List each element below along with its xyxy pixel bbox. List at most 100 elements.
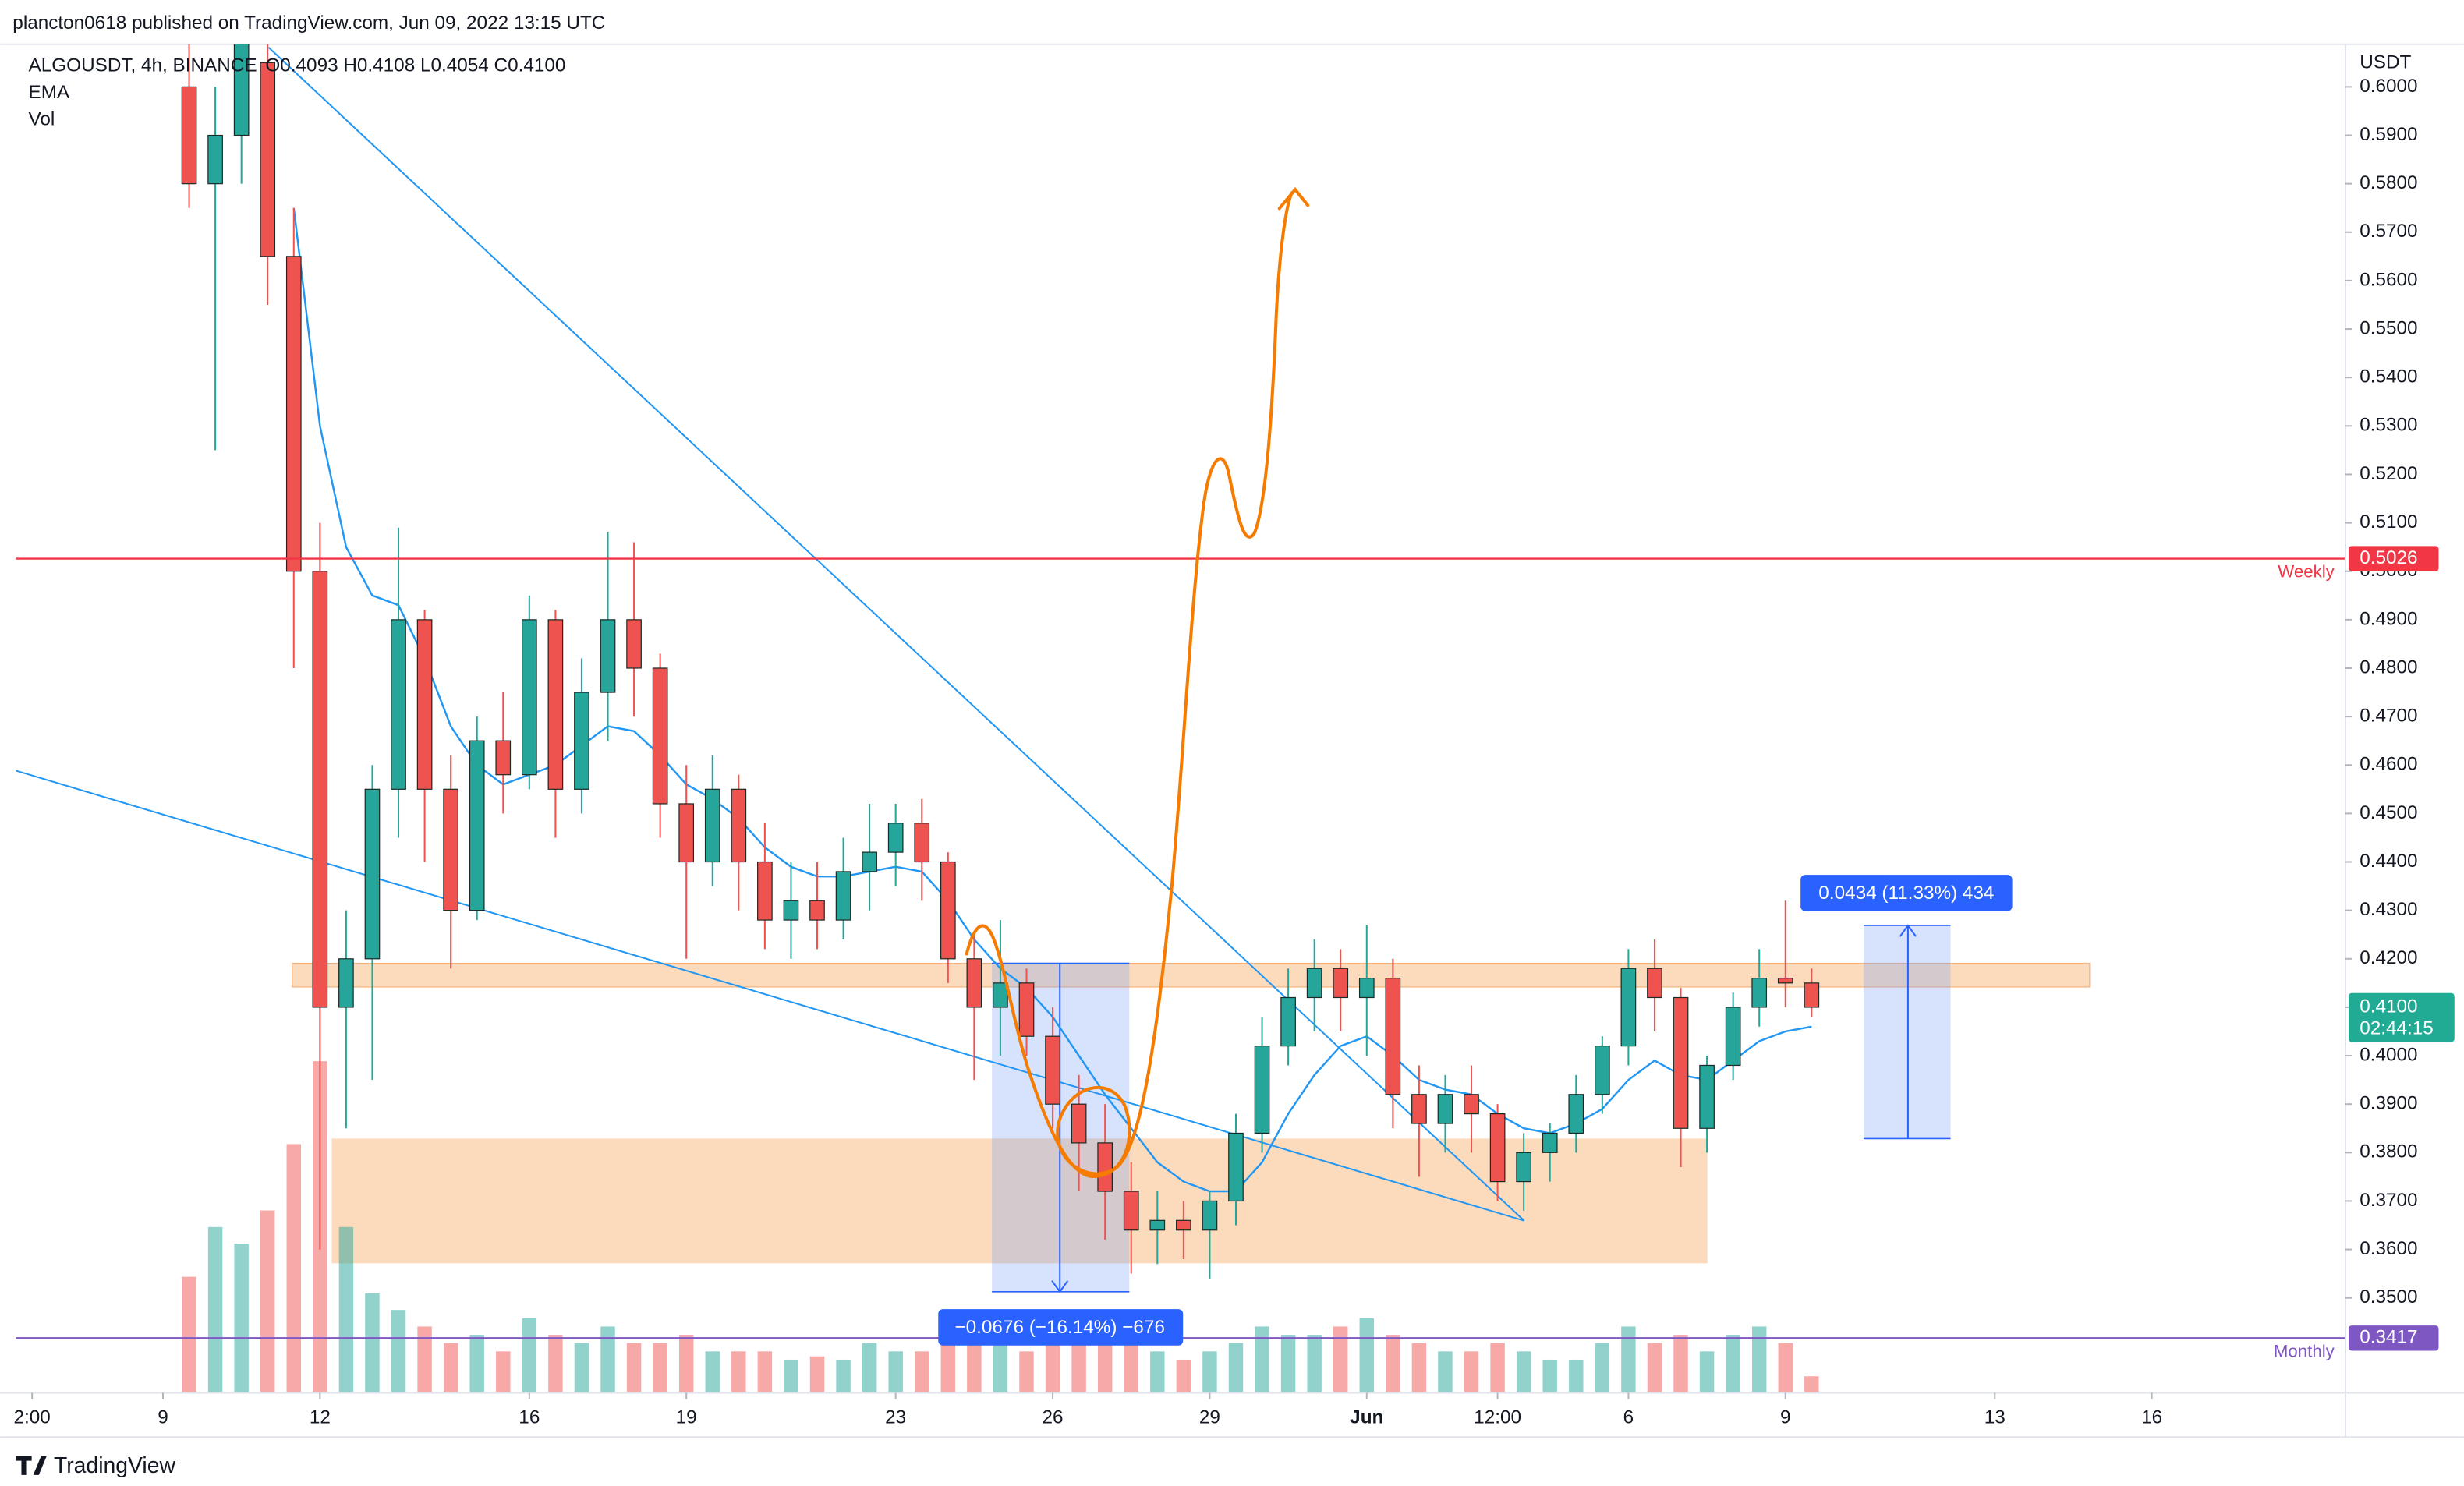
y-tick-label: 0.5700 [2360, 221, 2417, 242]
candle-body [495, 740, 512, 776]
candle-body [1568, 1094, 1584, 1134]
candle-body [1202, 1200, 1218, 1231]
volume-bar [1751, 1326, 1767, 1393]
candle-body [181, 86, 197, 185]
y-tick-label: 0.3700 [2360, 1190, 2417, 1211]
y-tick-label: 0.3900 [2360, 1093, 2417, 1114]
volume-bar [1516, 1351, 1531, 1393]
y-tick-label: 0.5400 [2360, 366, 2417, 387]
candle-body [1777, 978, 1793, 984]
volume-bar [365, 1293, 380, 1393]
plot-area [16, 44, 2345, 1393]
candle-body [1045, 1035, 1060, 1105]
volume-bar [469, 1335, 484, 1393]
candle-body [966, 958, 982, 1008]
indicator-label: EMA [29, 82, 70, 103]
level-tag-label: 0.3417 [2360, 1327, 2417, 1348]
candle-body [207, 134, 223, 185]
candle-body [364, 788, 381, 960]
volume-bar [260, 1210, 275, 1393]
candle-body [312, 571, 328, 1008]
level-tag-label: 0.5026 [2360, 547, 2417, 568]
volume-bar [1778, 1343, 1793, 1393]
candle-body [809, 900, 825, 921]
y-tick-label: 0.4900 [2360, 608, 2417, 629]
candle-body [547, 619, 564, 790]
candle-body [443, 788, 458, 911]
y-tick-label: 0.3500 [2360, 1286, 2417, 1307]
level-name: Monthly [2274, 1341, 2335, 1360]
candle-body [391, 619, 406, 790]
candle-body [1385, 978, 1401, 1095]
measure-label-box [1800, 875, 2013, 911]
volume-bar [1438, 1351, 1453, 1393]
volume-bar [417, 1326, 432, 1393]
y-tick-label: 0.3800 [2360, 1141, 2417, 1162]
x-tick-label: Jun [1350, 1406, 1383, 1428]
candle-body [678, 803, 695, 863]
candle-body [940, 861, 956, 960]
candle-body [1018, 982, 1035, 1037]
volume-bar [574, 1343, 589, 1393]
y-tick-label: 0.6000 [2360, 76, 2417, 97]
y-tick-label: 0.5900 [2360, 124, 2417, 145]
symbol: ALGOUSDT, 4h, BINANCE [29, 55, 257, 76]
series-layer [16, 44, 2345, 1393]
volume-bar [496, 1351, 511, 1393]
volume-bar [1411, 1343, 1427, 1393]
candle-body [260, 62, 276, 257]
candle-body [993, 982, 1008, 1008]
candle-body [1673, 996, 1689, 1129]
volume-bar [286, 1144, 302, 1393]
volume-bar [1228, 1343, 1244, 1393]
candle-body [574, 692, 589, 790]
x-tick-label: 12 [310, 1406, 331, 1428]
volume-bar [1202, 1351, 1217, 1393]
volume-bar [731, 1351, 746, 1393]
volume-bar [1307, 1335, 1322, 1393]
x-tick-label: 13 [1984, 1406, 2006, 1428]
y-tick-label: 0.4200 [2360, 947, 2417, 968]
candle-body [1228, 1132, 1244, 1202]
volume-bar [1621, 1326, 1636, 1393]
y-tick-label: 0.5100 [2360, 511, 2417, 532]
y-tick-label: 0.4800 [2360, 656, 2417, 678]
y-tick-label: 0.5500 [2360, 317, 2417, 338]
x-tick-label: 16 [2141, 1406, 2162, 1428]
y-tick-label: 0.5800 [2360, 172, 2417, 193]
y-tick-label: 0.5300 [2360, 415, 2417, 436]
volume-bar [862, 1343, 877, 1393]
volume-bar [809, 1356, 825, 1393]
candle-body [1725, 1007, 1741, 1067]
candle-body [1542, 1132, 1558, 1153]
candle-body [1123, 1191, 1139, 1231]
candle-body [1097, 1142, 1113, 1192]
resistance-zone [292, 962, 2091, 988]
y-tick-label: 0.4400 [2360, 851, 2417, 872]
volume-bar [338, 1226, 354, 1393]
volume-bar [1490, 1343, 1505, 1393]
y-tick-label: 0.3600 [2360, 1238, 2417, 1259]
x-tick-label: 16 [519, 1406, 540, 1428]
candle-body [521, 619, 537, 776]
volume-bar [443, 1343, 458, 1393]
volume-bar [1124, 1335, 1138, 1393]
freehand-projection [965, 186, 1310, 1179]
volume-bar [1280, 1335, 1296, 1393]
candle-body [652, 667, 668, 805]
volume-bar [888, 1351, 903, 1393]
candle-body [285, 256, 302, 572]
candle-body [626, 619, 642, 669]
measure-label-box [938, 1309, 1184, 1346]
y-tick-label: 0.4600 [2360, 754, 2417, 775]
candle-body [1489, 1113, 1506, 1183]
candle-body [783, 900, 799, 921]
candle-body [731, 788, 747, 863]
level-tag [2349, 1325, 2439, 1351]
y-tick-label: 0.4000 [2360, 1044, 2417, 1065]
volume-bar [1804, 1376, 1819, 1393]
volume-bar [967, 1343, 982, 1393]
volume-bar [391, 1310, 406, 1393]
x-tick-label: 2:00 [14, 1406, 51, 1428]
